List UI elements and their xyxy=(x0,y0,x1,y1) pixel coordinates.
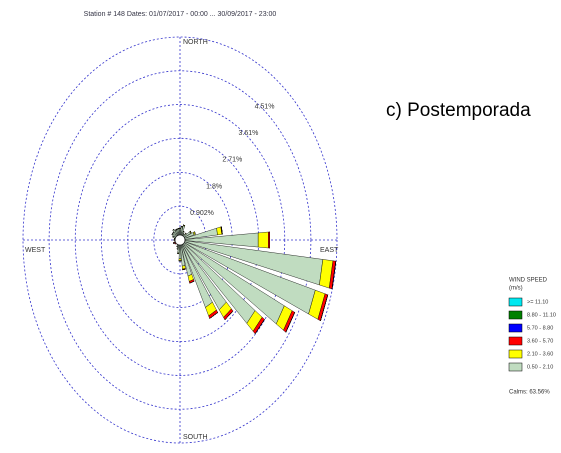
ring-label: 1.8% xyxy=(206,184,222,191)
legend-label: 2.10 - 3.60 xyxy=(527,351,553,357)
chart-title: Station # 148 Dates: 01/07/2017 - 00:00 … xyxy=(84,11,277,18)
ring-label: 3.61% xyxy=(238,130,258,137)
petal-segment xyxy=(258,232,268,248)
compass-west: WEST xyxy=(25,247,46,254)
legend-label: 0.50 - 2.10 xyxy=(527,364,553,370)
legend-swatch xyxy=(509,350,522,358)
legend-swatch xyxy=(509,363,522,371)
legend-label: 3.60 - 5.70 xyxy=(527,338,553,344)
ring-label: 0.902% xyxy=(190,210,214,217)
legend-title: (m/s) xyxy=(509,286,523,292)
petal-segment xyxy=(179,259,181,261)
legend-swatch xyxy=(509,324,522,332)
legend-swatch xyxy=(509,298,522,306)
legend-swatch xyxy=(509,311,522,319)
calms-label: Calms: 63.56% xyxy=(509,390,550,396)
compass-north: NORTH xyxy=(183,39,208,46)
legend-title: WIND SPEED xyxy=(509,278,548,284)
legend-swatch xyxy=(509,337,522,345)
legend-label: 8.80 - 11.10 xyxy=(527,312,556,318)
ring-label: 4.51% xyxy=(255,103,275,110)
calm-circle xyxy=(175,235,185,245)
ring-label: 2.71% xyxy=(222,157,242,164)
petal-segment xyxy=(268,232,269,248)
legend-label: 5.70 - 8.80 xyxy=(527,325,553,331)
annotation: c) Postemporada xyxy=(386,100,531,121)
compass-south: SOUTH xyxy=(183,434,208,441)
legend-label: >= 11.10 xyxy=(527,299,548,305)
compass-east: EAST xyxy=(320,247,339,254)
